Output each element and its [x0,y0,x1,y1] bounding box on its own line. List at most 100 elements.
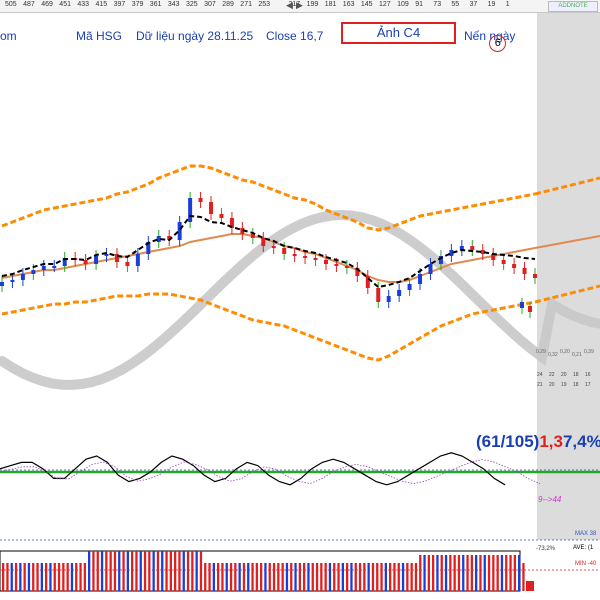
histogram-bar [281,563,284,591]
histogram-bar [57,563,61,591]
histogram-bar [406,563,409,591]
histogram-bar [234,563,237,591]
histogram-bar [449,555,452,591]
histogram-bar [10,563,13,591]
histogram-bar [393,563,396,591]
forecast-index: 18 [573,382,579,388]
histogram-bar [19,563,22,591]
band-lower-line [1,292,536,362]
histogram-bar [221,563,224,591]
top-scale-tick: 361 [149,1,162,8]
histogram-bar [83,563,86,591]
candle-body [344,266,349,268]
candle-body [459,246,464,250]
candle-body [303,256,308,258]
candle-body [501,260,506,264]
histogram-bar [139,551,142,591]
top-scale-tick: 145 [360,1,373,8]
histogram-bar [186,551,190,591]
histogram-bar [122,551,125,591]
top-scale-tick: 487 [23,1,35,8]
candle-body [282,248,287,254]
histogram-bar [32,563,35,591]
forecast-body [520,302,524,308]
forecast-index: 20 [549,382,555,388]
histogram-bar [410,563,413,591]
forecast-shade [537,13,600,540]
candles-count[interactable]: 6 [489,35,507,52]
ave-label: AVE: (1 [573,545,594,551]
close-label: Close 16,7 [266,29,324,43]
forecast-value: 0,21 [572,352,582,358]
histogram-bar [298,563,301,591]
oscillator-signal-line [0,459,541,485]
candle-body [10,280,15,282]
histogram-bar [148,551,151,591]
top-scale-bar: 505 487 469 451 433 415 397 379 361 343 325 307 289 2… [0,0,600,13]
histogram-bar [285,563,289,591]
histogram-bar [208,563,211,591]
histogram-bar [475,555,478,591]
histogram-bar [303,563,306,591]
band-lower-extension [534,284,600,304]
addnote-button[interactable]: ADDNOTE [548,1,598,12]
histogram-bar [225,563,228,591]
top-scale-tick: 91 [415,1,423,8]
histogram-bar [204,563,207,591]
top-scale-tick: 397 [113,1,126,8]
header-fragment: om [0,29,17,43]
forecast-index: 19 [561,382,567,388]
histogram-bar [178,551,181,591]
min-label: MIN -40 [575,561,597,567]
histogram-bar [53,563,56,591]
top-scale-tick: 1 [505,1,510,8]
histogram-bar [264,563,267,591]
histogram-bar [341,563,344,591]
candle-body [188,198,193,222]
histogram-bar [294,563,297,591]
histogram-bar [290,563,293,591]
ma-extension [534,235,600,249]
histogram-bar [453,555,456,591]
forecast-value: 0,20 [560,349,570,355]
histogram-bar [337,563,340,591]
histogram-bar [363,563,366,591]
histogram-bar [419,555,422,591]
candle-body [522,268,527,274]
histogram-bar [229,563,233,591]
divergence-label: 9-->44 [538,495,562,504]
histogram-bar [217,563,220,591]
histogram-bar [109,551,112,591]
candle-body [198,198,203,202]
histogram-bar [182,551,185,591]
top-scale-tick: 199 [306,1,319,8]
forecast-value: 0,32 [548,352,558,358]
candle-body [292,254,297,256]
cycle-curve [0,209,600,390]
histogram-bar [212,563,215,591]
candle-body [135,254,140,266]
band-upper-line [1,164,536,232]
histogram-bar [113,551,117,591]
histogram-bar [492,555,495,591]
histogram-bar [315,563,319,591]
forecast-index: 17 [585,382,591,388]
candle-body [209,202,214,214]
histogram-bar [27,563,31,591]
histogram-bar [45,563,48,591]
forecast-body [528,306,532,312]
ratio-suffix: 7,4% [562,432,600,451]
histogram-bar [126,551,129,591]
candle-body [334,264,339,266]
top-scale-tick: 433 [77,1,90,8]
snapshot-box[interactable]: Ảnh C4 [341,22,456,44]
histogram-bar [268,563,271,591]
candle-body [0,282,4,286]
histogram-bar [367,563,370,591]
top-scale-tick: 505 [5,1,17,8]
scale-nav-right-button[interactable]: ▶ [296,0,303,10]
histogram-bar [105,551,108,591]
histogram-bar [260,563,263,591]
histogram-bar [238,563,241,591]
scale-nav-left-button[interactable]: ◀ [286,0,293,10]
